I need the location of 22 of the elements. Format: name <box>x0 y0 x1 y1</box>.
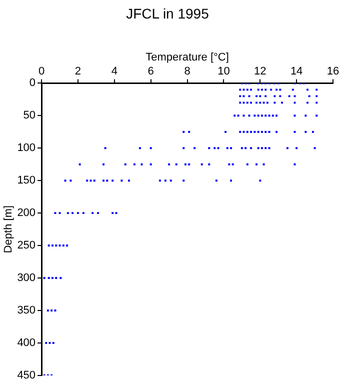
y-tick-label: 150 <box>17 174 36 187</box>
x-tick-label: 8 <box>184 66 190 78</box>
x-tick-label: 14 <box>290 66 303 78</box>
chart-title: JFCL in 1995 <box>126 5 210 22</box>
x-tick-label: 0 <box>38 66 45 78</box>
y-axis-title: Depth [m] <box>2 205 15 254</box>
y-tick-label: 250 <box>17 240 36 252</box>
y-tick-label: 300 <box>17 272 36 284</box>
y-tick-label: 0 <box>29 77 36 90</box>
x-axis-title: Temperature [°C] <box>146 51 229 64</box>
y-tick-label: 450 <box>17 369 36 382</box>
x-tick-label: 12 <box>254 66 266 78</box>
y-tick-label: 100 <box>17 142 36 154</box>
x-tick-label: 4 <box>111 66 118 78</box>
y-tick-label: 200 <box>17 207 36 220</box>
x-tick-label: 2 <box>74 66 82 78</box>
x-tick-label: 10 <box>218 66 230 78</box>
y-tick-label: 400 <box>17 336 36 349</box>
y-tick-label: 50 <box>23 110 36 122</box>
y-tick-label: 350 <box>17 304 36 316</box>
x-tick-label: 6 <box>148 66 154 78</box>
x-tick-label: 16 <box>326 66 340 78</box>
